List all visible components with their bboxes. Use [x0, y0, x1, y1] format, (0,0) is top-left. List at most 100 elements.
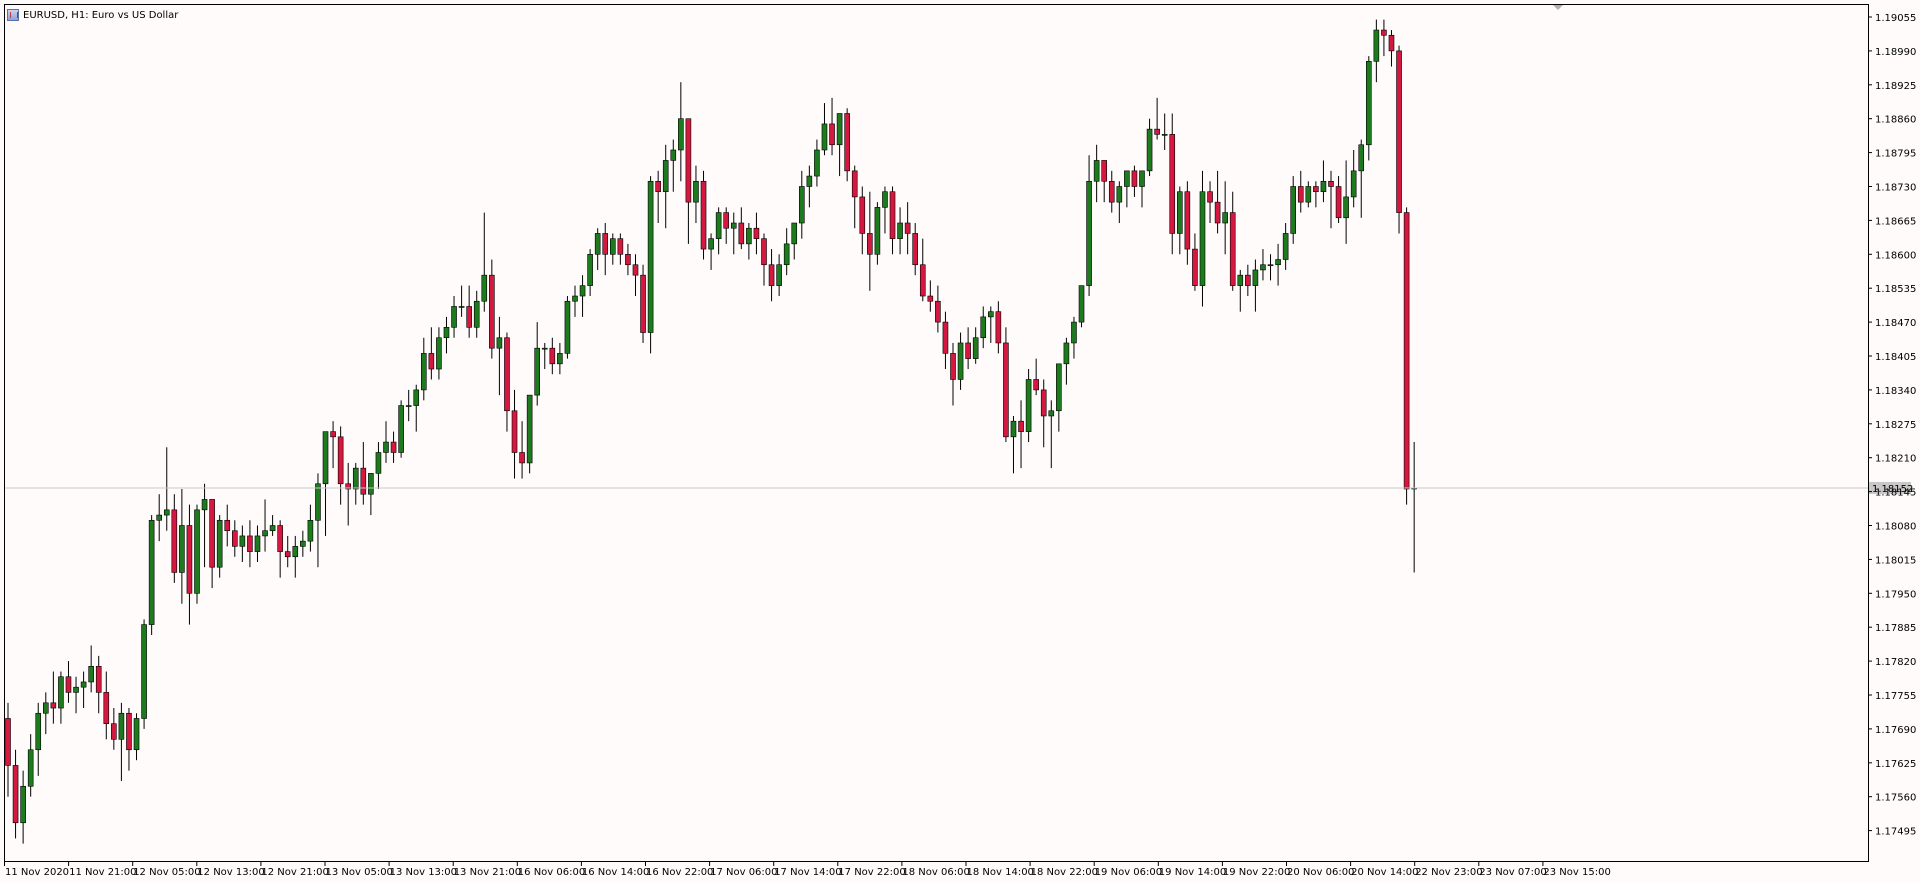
candle-body-bear [859, 196, 866, 234]
candle [390, 431, 397, 463]
time-tick-label: 12 Nov 05:00 [133, 867, 200, 878]
candle-body-bear [111, 723, 117, 740]
candle [783, 228, 790, 276]
candle-body-bear [186, 525, 193, 594]
candle [95, 655, 102, 714]
candle-body-bull [821, 123, 828, 151]
candle-body-bear [511, 410, 518, 453]
candle-body-bear [1396, 50, 1402, 213]
time-tick-label: 16 Nov 06:00 [518, 867, 585, 878]
candle-body-bull [708, 238, 714, 250]
candle-body-bull [443, 327, 450, 339]
candle [1177, 186, 1183, 255]
candle-body-bull [436, 337, 442, 370]
candle-body-bull [526, 394, 533, 464]
candle [269, 515, 276, 536]
candle [708, 233, 714, 270]
candle [322, 431, 329, 536]
candle [851, 165, 858, 229]
time-tick-label: 18 Nov 22:00 [1031, 867, 1098, 878]
candle [867, 191, 873, 291]
time-tick-label: 19 Nov 14:00 [1159, 867, 1226, 878]
candle-body-bear [466, 306, 472, 328]
candle-body-bear [625, 254, 631, 266]
price-axis[interactable]: 1.19055 1.18990 1.18925 1.18860 1.18795 1.187… [1868, 13, 1916, 838]
candle-body-bull [1025, 379, 1032, 432]
time-tick-label: 13 Nov 05:00 [326, 867, 393, 878]
candle-body-bear [844, 113, 850, 172]
candle [746, 223, 752, 260]
candle [1396, 45, 1402, 234]
candle-body-bear [1018, 420, 1024, 432]
candle-body-bull [541, 347, 548, 350]
candle-body-bull [836, 113, 843, 146]
candle [1108, 170, 1115, 213]
candle-body-bull [405, 405, 412, 407]
candle [1101, 160, 1107, 203]
candle-body-bull [715, 212, 722, 239]
chart-shift-marker-icon[interactable] [1553, 5, 1563, 10]
candle-body-bear [232, 530, 238, 547]
candle [1313, 181, 1319, 208]
candle [466, 285, 472, 338]
candle [232, 520, 238, 557]
candle-body-bull [262, 530, 268, 537]
candle [300, 530, 306, 557]
time-tick-label: 20 Nov 14:00 [1351, 867, 1418, 878]
candle [549, 337, 556, 375]
candle [859, 186, 866, 255]
candle-body-bull [1275, 259, 1281, 266]
candle-body-bull [1350, 170, 1357, 198]
candle-body-bull [473, 300, 480, 328]
candle-body-bear [1184, 191, 1191, 250]
candle [58, 671, 64, 724]
candle [35, 702, 42, 776]
candle [1040, 379, 1047, 448]
candle [1033, 358, 1039, 396]
candle [27, 734, 34, 797]
candle [247, 520, 253, 568]
candle [1358, 139, 1365, 218]
candle-body-bull [987, 311, 994, 318]
candle [451, 296, 457, 338]
price-tick-label: 1.18145 [1875, 488, 1916, 499]
candle [662, 144, 669, 229]
candle-body-bull [141, 624, 147, 719]
candle [972, 327, 979, 364]
candle-body-bear [1033, 379, 1039, 391]
candle-body-bear [360, 467, 367, 495]
candle-body-bear [284, 551, 291, 558]
candle [111, 708, 117, 750]
time-tick-label: 13 Nov 13:00 [390, 867, 457, 878]
candle-body-bear [655, 180, 661, 193]
price-tick-label: 1.17950 [1875, 589, 1916, 600]
candle-body-bear [247, 535, 253, 552]
candle [12, 749, 19, 839]
candle-body-bear [965, 342, 971, 359]
candle [594, 228, 601, 270]
candle-body-bear [867, 233, 873, 255]
candle [730, 212, 737, 255]
candle [1071, 316, 1077, 359]
time-tick-label: 22 Nov 23:00 [1415, 867, 1482, 878]
candle-body-bull [791, 222, 798, 245]
candle-body-bear [489, 274, 495, 349]
candle-body-bull [1282, 233, 1289, 260]
candle-body-bull [451, 306, 457, 328]
candle-body-bull [1093, 160, 1100, 182]
time-tick-label: 17 Nov 22:00 [838, 867, 905, 878]
candle-body-bull [35, 712, 42, 751]
candle [1388, 30, 1395, 67]
candle-body-bull [80, 681, 87, 688]
candle-body-bear [904, 222, 911, 234]
candle [557, 342, 563, 375]
candle [156, 494, 162, 542]
time-tick-label: 16 Nov 22:00 [646, 867, 713, 878]
candle [383, 421, 389, 463]
candle-body-bull [897, 222, 903, 239]
candle [337, 426, 344, 505]
candle-body-bear [428, 353, 435, 370]
